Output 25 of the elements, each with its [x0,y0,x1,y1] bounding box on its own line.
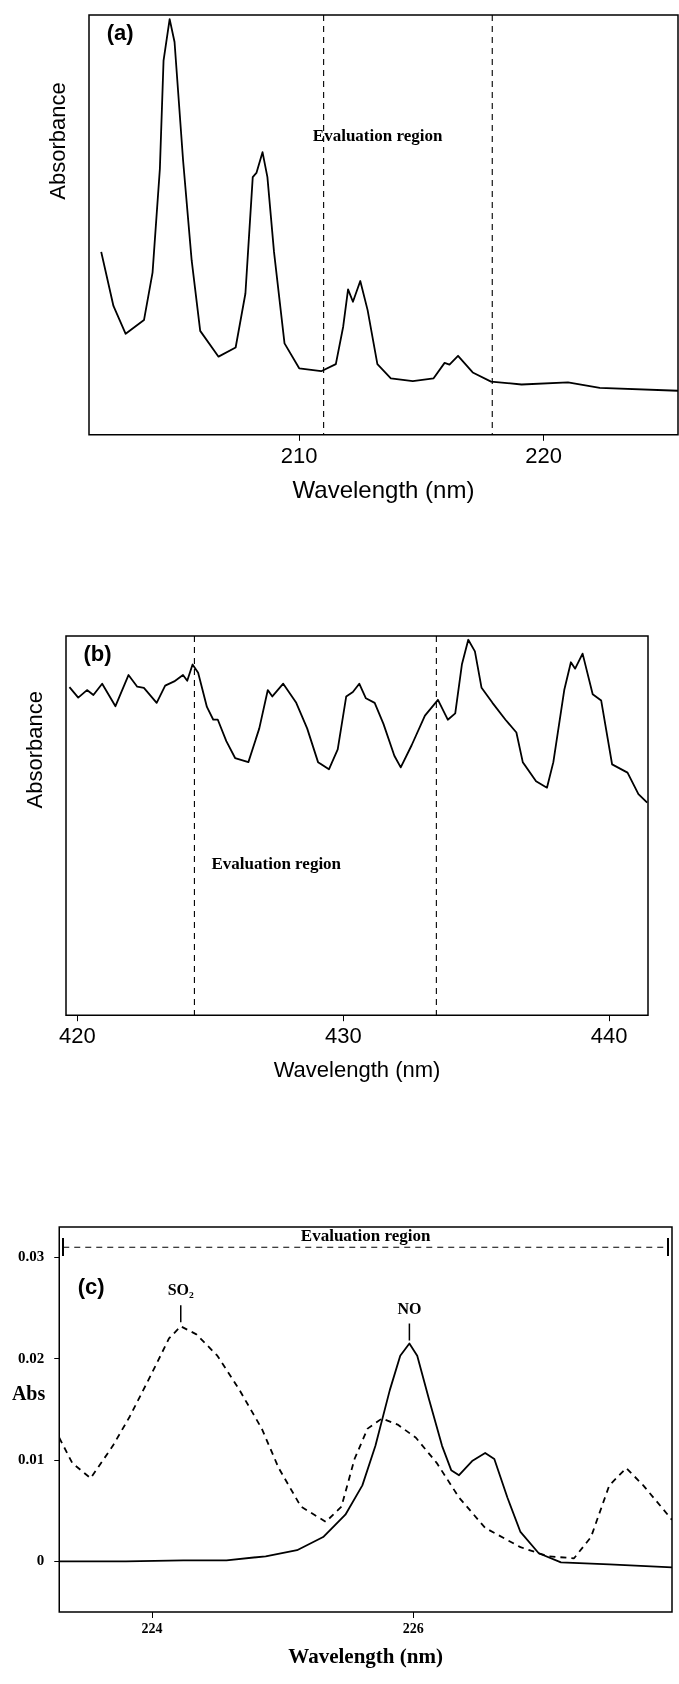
annotation: (c) [77,1274,105,1300]
annotation: Evaluation region [211,853,342,873]
y-tick-label: 0.03 [18,1248,45,1265]
y-axis-title: Abs [11,1381,46,1404]
annotation: SO₂ [167,1281,195,1299]
y-axis-title: Absorbance [22,691,48,809]
ref-line-label: Evaluation region [300,1226,431,1246]
annotation: (b) [83,640,112,666]
x-axis-title: Wavelength (nm) [273,1056,441,1082]
y-tick-label: 0.02 [18,1349,45,1366]
x-tick-label: 210 [280,443,318,469]
x-axis-title: Wavelength (nm) [292,476,475,504]
annotation: Evaluation region [312,126,443,146]
x-tick-label: 420 [59,1023,96,1049]
x-tick-label: 226 [402,1621,424,1637]
x-tick-label: 430 [324,1023,362,1049]
x-axis-title: Wavelength (nm) [288,1643,443,1668]
x-tick-label: 224 [141,1621,163,1637]
y-tick-label: 0.01 [18,1450,45,1467]
x-tick-label: 440 [590,1023,628,1049]
y-tick-label: 0 [36,1552,45,1569]
annotation: NO [397,1299,422,1317]
annotation: (a) [106,20,134,46]
x-tick-label: 220 [525,443,562,469]
y-axis-title: Absorbance [45,82,71,200]
